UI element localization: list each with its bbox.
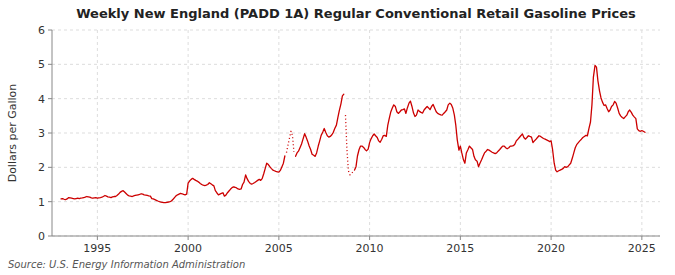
- chart: 0 1 2 3 4 5 6 1995 2000 2005 2010 2015 2020 2025 Weekl…: [0, 0, 675, 275]
- y-tick-label: 5: [38, 58, 45, 71]
- y-tick: [48, 64, 52, 65]
- x-axis-line: [52, 236, 660, 237]
- x-tick: [278, 236, 279, 240]
- y-tick: [48, 30, 52, 31]
- ticks: 0 1 2 3 4 5 6 1995 2000 2005 2010 2015 2020 2025: [38, 24, 656, 255]
- x-tick: [188, 236, 189, 240]
- grid-line: [52, 98, 660, 99]
- line-series: [286, 131, 293, 152]
- grid-line: [52, 201, 660, 202]
- x-tick-label: 2010: [356, 242, 384, 255]
- grid-line: [52, 236, 660, 237]
- y-tick-label: 1: [38, 196, 45, 209]
- line-series: [345, 115, 352, 175]
- grid-line: [551, 30, 552, 236]
- plot-area: [61, 65, 645, 202]
- x-tick: [551, 236, 552, 240]
- grid-line: [369, 30, 370, 236]
- y-tick-label: 0: [38, 230, 45, 243]
- y-tick: [48, 167, 52, 168]
- y-tick: [48, 133, 52, 134]
- y-tick: [48, 98, 52, 99]
- line-series: [296, 94, 344, 156]
- grid-line: [52, 30, 660, 31]
- grid: [52, 30, 660, 236]
- x-tick-label: 1995: [83, 242, 111, 255]
- x-tick-label: 2005: [265, 242, 293, 255]
- x-tick: [369, 236, 370, 240]
- y-tick-label: 6: [38, 24, 45, 37]
- x-tick: [97, 236, 98, 240]
- y-tick: [48, 201, 52, 202]
- source-note: Source: U.S. Energy Information Administ…: [8, 259, 245, 270]
- y-tick-label: 3: [38, 127, 45, 140]
- grid-line: [188, 30, 189, 236]
- y-tick: [48, 236, 52, 237]
- title: Weekly New England (PADD 1A) Regular Con…: [76, 6, 636, 21]
- x-tick: [641, 236, 642, 240]
- grid-line: [278, 30, 279, 236]
- y-tick-label: 2: [38, 161, 45, 174]
- line-series: [61, 156, 285, 203]
- grid-line: [460, 30, 461, 236]
- x-tick: [460, 236, 461, 240]
- y-axis-label: Dollars per Gallon: [6, 84, 19, 183]
- grid-line: [52, 64, 660, 65]
- grid-line: [97, 30, 98, 236]
- y-tick-label: 4: [38, 93, 45, 106]
- x-tick-label: 2015: [446, 242, 474, 255]
- line-series: [355, 65, 645, 171]
- x-tick-label: 2000: [174, 242, 202, 255]
- x-tick-label: 2025: [628, 242, 656, 255]
- grid-line: [641, 30, 642, 236]
- grid-line: [52, 133, 660, 134]
- x-tick-label: 2020: [537, 242, 565, 255]
